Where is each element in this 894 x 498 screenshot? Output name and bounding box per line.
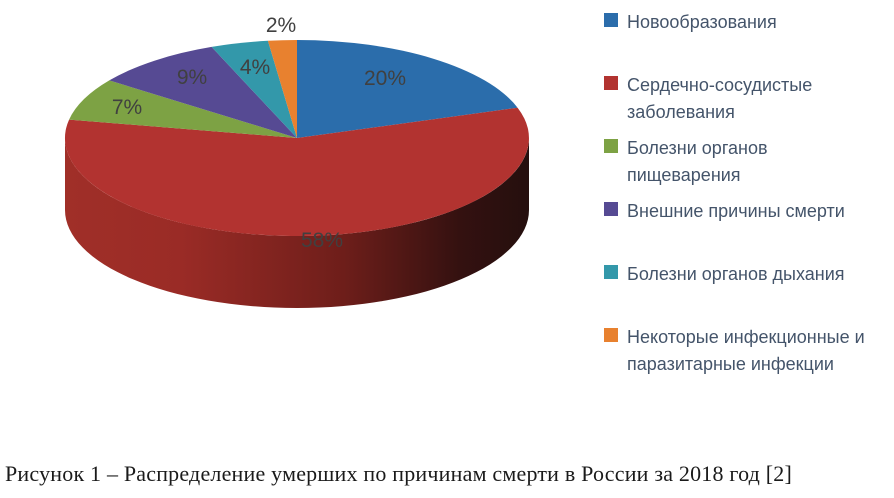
slice-label-6: 2% xyxy=(266,14,296,37)
pie-slice-2[interactable] xyxy=(64,107,529,237)
legend-text-line: Болезни органов xyxy=(627,138,768,158)
legend: Новообразования Сердечно-сосудистые забо… xyxy=(604,6,890,384)
legend-text-line: Внешние причины смерти xyxy=(627,201,845,221)
slice-label-2: 58% xyxy=(301,229,343,252)
legend-item-digestive[interactable]: Болезни органов пищеварения xyxy=(604,132,890,195)
legend-text-line: Сердечно-сосудистые xyxy=(627,75,813,95)
legend-label-neoplasms: Новообразования xyxy=(627,9,777,36)
legend-item-infectious[interactable]: Некоторые инфекционные и паразитарные ин… xyxy=(604,321,890,384)
slice-label-3: 7% xyxy=(112,96,142,119)
legend-text-line: Новообразования xyxy=(627,12,777,32)
legend-label-cardiovascular: Сердечно-сосудистые заболевания xyxy=(627,72,812,126)
pie-slice-6[interactable] xyxy=(267,40,297,138)
legend-text-line: паразитарные инфекции xyxy=(627,354,834,374)
legend-text-line: Некоторые инфекционные и xyxy=(627,327,865,347)
pie-rim xyxy=(65,138,529,308)
legend-swatch-digestive-icon xyxy=(604,139,618,153)
legend-swatch-cardiovascular-icon xyxy=(604,76,618,90)
legend-item-cardiovascular[interactable]: Сердечно-сосудистые заболевания xyxy=(604,69,890,132)
pie-chart: 20% 58% 7% 9% 4% 2% xyxy=(64,14,529,308)
slice-label-4: 9% xyxy=(177,66,207,89)
legend-item-respiratory[interactable]: Болезни органов дыхания xyxy=(604,258,890,321)
legend-label-digestive: Болезни органов пищеварения xyxy=(627,135,768,189)
legend-item-external-causes[interactable]: Внешние причины смерти xyxy=(604,195,890,258)
legend-text-line: Болезни органов дыхания xyxy=(627,264,845,284)
legend-label-external-causes: Внешние причины смерти xyxy=(627,198,845,225)
pie-slice-5[interactable] xyxy=(211,40,297,138)
figure-caption: Рисунок 1 – Распределение умерших по при… xyxy=(5,461,792,486)
pie-slice-3[interactable] xyxy=(69,80,297,138)
legend-swatch-external-causes-icon xyxy=(604,202,618,216)
pie-slice-4[interactable] xyxy=(109,46,297,138)
legend-text-line: заболевания xyxy=(627,102,735,122)
slice-label-5: 4% xyxy=(240,56,270,79)
legend-label-respiratory: Болезни органов дыхания xyxy=(627,261,845,288)
legend-item-neoplasms[interactable]: Новообразования xyxy=(604,6,890,69)
legend-swatch-infectious-icon xyxy=(604,328,618,342)
legend-text-line: пищеварения xyxy=(627,165,741,185)
legend-swatch-respiratory-icon xyxy=(604,265,618,279)
legend-swatch-neoplasms-icon xyxy=(604,13,618,27)
legend-label-infectious: Некоторые инфекционные и паразитарные ин… xyxy=(627,324,865,378)
slice-label-1: 20% xyxy=(364,67,406,90)
pie-slice-1[interactable] xyxy=(297,40,518,138)
